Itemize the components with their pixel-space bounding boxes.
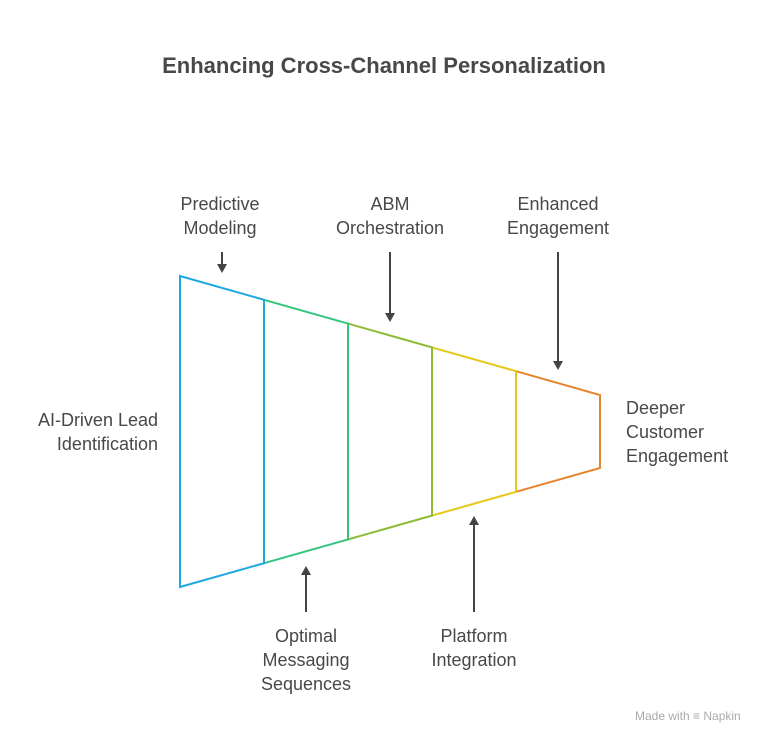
label-platform-integration: Platform Integration (431, 626, 517, 670)
napkin-watermark: Made with ≡ Napkin (635, 709, 741, 723)
label-predictive-modeling: Predictive Modeling (180, 194, 260, 238)
funnel-segment-1 (179, 274, 265, 589)
arrow-down-icon (385, 252, 395, 322)
funnel-segment-3 (347, 322, 433, 541)
label-deeper-customer-engagement: Deeper Customer Engagement (626, 398, 729, 466)
label-enhanced-engagement: Enhanced Engagement (506, 194, 610, 238)
label-optimal-messaging-sequences: Optimal Messaging Sequences (260, 626, 352, 694)
funnel-segment-5 (515, 369, 601, 494)
label-ai-driven-lead-identification: AI-Driven Lead Identification (37, 410, 158, 454)
funnel-segment-2 (263, 298, 349, 565)
arrow-down-icon (553, 252, 563, 370)
arrow-down-icon (217, 252, 227, 273)
arrow-up-icon (301, 566, 311, 612)
arrow-up-icon (469, 516, 479, 612)
funnel-segment-4 (431, 346, 517, 517)
diagram-title: Enhancing Cross-Channel Personalization (162, 53, 606, 78)
label-abm-orchestration: ABM Orchestration (335, 194, 445, 238)
